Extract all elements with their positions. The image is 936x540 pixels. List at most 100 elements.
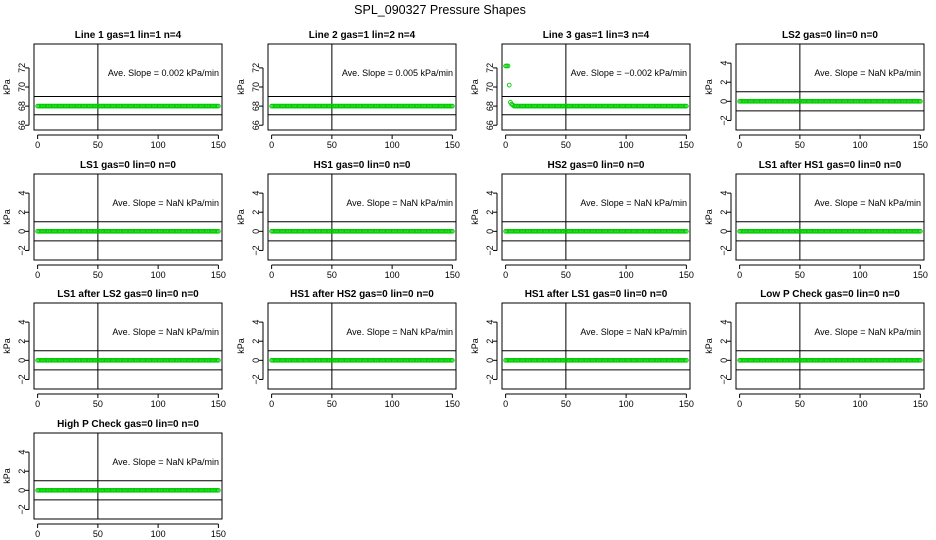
- y-tick-label: 0: [17, 358, 27, 363]
- panel-3: Line 3 gas=1 lin=3 n=4 0 50 100 150 66 68 70 72 k…: [470, 30, 694, 150]
- slope-unit: kPa/min: [184, 457, 219, 467]
- plot-frame: [501, 302, 691, 390]
- x-tick-label: 100: [385, 140, 400, 150]
- x-tick-label: 150: [679, 270, 694, 280]
- y-axis-label: kPa: [2, 338, 12, 354]
- y-axis-label: kPa: [470, 338, 480, 354]
- x-tick-label: 0: [35, 140, 40, 150]
- slope-value: NaN: [163, 457, 184, 467]
- slope-prefix: Ave. Slope =: [580, 198, 631, 208]
- y-tick-label: 2: [251, 339, 261, 344]
- slope-value: NaN: [631, 327, 652, 337]
- x-tick-label: 100: [853, 270, 868, 280]
- slope-unit: kPa/min: [418, 68, 453, 78]
- y-tick-label: 68: [485, 101, 495, 111]
- y-tick-label: −2: [251, 245, 261, 255]
- data-point: [918, 98, 923, 104]
- x-tick-label: 100: [151, 140, 166, 150]
- panel-13: High P Check gas=0 lin=0 n=0 0 50 100 150 −2 0…: [2, 419, 226, 539]
- slope-annotation: Ave. Slope = NaN kPa/min: [112, 457, 219, 467]
- x-tick-label: 0: [503, 399, 508, 409]
- panel-title: LS1 gas=0 lin=0 n=0: [80, 160, 176, 171]
- panel-title: LS1 after HS1 gas=0 lin=0 n=0: [759, 160, 902, 171]
- slope-unit: kPa/min: [418, 198, 453, 208]
- slope-annotation: Ave. Slope = NaN kPa/min: [112, 327, 219, 337]
- slope-annotation: Ave. Slope = NaN kPa/min: [346, 198, 453, 208]
- data-point: [216, 357, 221, 363]
- y-tick-label: 4: [485, 191, 495, 196]
- y-tick-label: 2: [17, 339, 27, 344]
- plot-frame: [501, 173, 691, 261]
- y-tick-label: 70: [17, 82, 27, 92]
- y-tick-label: −2: [251, 374, 261, 384]
- x-tick-label: 150: [211, 529, 226, 539]
- slope-value: NaN: [163, 327, 184, 337]
- y-tick-label: 0: [719, 229, 729, 234]
- x-tick-label: 150: [913, 270, 928, 280]
- y-tick-label: 4: [17, 450, 27, 455]
- y-tick-label: 4: [719, 61, 729, 66]
- slope-unit: kPa/min: [184, 327, 219, 337]
- x-tick-label: 0: [269, 270, 274, 280]
- y-tick-label: 2: [485, 210, 495, 215]
- x-tick-label: 150: [445, 140, 460, 150]
- x-tick-label: 100: [619, 270, 634, 280]
- data-point: [216, 103, 221, 109]
- y-axis-label: kPa: [470, 209, 480, 225]
- y-tick-label: 70: [251, 82, 261, 92]
- x-tick-label: 150: [913, 399, 928, 409]
- panel-grid: Line 1 gas=1 lin=1 n=4 0 50 100 150 66 68 70 72 k…: [2, 30, 928, 539]
- panel-12: Low P Check gas=0 lin=0 n=0 0 50 100 150 −2 0 2…: [704, 289, 928, 409]
- y-tick-label: −2: [719, 115, 729, 125]
- panel-7: HS2 gas=0 lin=0 n=0 0 50 100 150 −2 0 2 4 kPa Ave.…: [470, 160, 694, 280]
- x-tick-label: 150: [445, 270, 460, 280]
- x-tick-label: 0: [269, 399, 274, 409]
- slope-annotation: Ave. Slope = NaN kPa/min: [580, 198, 687, 208]
- y-tick-label: 0: [251, 229, 261, 234]
- slope-unit: kPa/min: [418, 327, 453, 337]
- panel-5: LS1 gas=0 lin=0 n=0 0 50 100 150 −2 0 2 4 kPa Ave.…: [2, 160, 226, 280]
- x-tick-label: 50: [561, 399, 571, 409]
- y-tick-label: 72: [251, 63, 261, 73]
- y-axis-label: kPa: [236, 209, 246, 225]
- x-tick-label: 0: [35, 270, 40, 280]
- y-tick-label: 2: [719, 210, 729, 215]
- plot-frame: [735, 43, 925, 131]
- y-axis-label: kPa: [236, 338, 246, 354]
- x-tick-label: 0: [35, 529, 40, 539]
- slope-value: NaN: [865, 68, 886, 78]
- panel-title: HS1 gas=0 lin=0 n=0: [314, 160, 411, 171]
- x-tick-label: 0: [503, 270, 508, 280]
- slope-value: 0.005: [393, 68, 418, 78]
- slope-annotation: Ave. Slope = 0.002 kPa/min: [108, 68, 219, 78]
- y-axis-label: kPa: [470, 79, 480, 95]
- panel-title: Line 1 gas=1 lin=1 n=4: [75, 30, 182, 41]
- y-tick-label: −2: [17, 504, 27, 514]
- slope-annotation: Ave. Slope = −0.002 kPa/min: [571, 68, 687, 78]
- slope-prefix: Ave. Slope =: [342, 68, 393, 78]
- slope-annotation: Ave. Slope = NaN kPa/min: [814, 198, 921, 208]
- y-tick-label: 68: [251, 101, 261, 111]
- slope-annotation: Ave. Slope = NaN kPa/min: [112, 198, 219, 208]
- panel-1: Line 1 gas=1 lin=1 n=4 0 50 100 150 66 68 70 72 k…: [2, 30, 226, 150]
- panel-8: LS1 after HS1 gas=0 lin=0 n=0 0 50 100 150 −2…: [704, 160, 928, 280]
- data-point: [216, 228, 221, 234]
- slope-value: NaN: [397, 198, 418, 208]
- panel-title: LS1 after LS2 gas=0 lin=0 n=0: [57, 289, 199, 300]
- y-tick-label: 4: [251, 191, 261, 196]
- slope-annotation: Ave. Slope = 0.005 kPa/min: [342, 68, 453, 78]
- data-point: [216, 487, 221, 493]
- y-tick-label: 66: [17, 120, 27, 130]
- panel-title: HS2 gas=0 lin=0 n=0: [548, 160, 645, 171]
- x-tick-label: 0: [737, 270, 742, 280]
- y-tick-label: −2: [719, 374, 729, 384]
- y-tick-label: −2: [485, 374, 495, 384]
- x-tick-label: 50: [561, 270, 571, 280]
- panel-4: LS2 gas=0 lin=0 n=0 0 50 100 150 −2 0 2 4 kPa Ave.…: [704, 30, 928, 150]
- x-tick-label: 50: [327, 140, 337, 150]
- x-tick-label: 150: [211, 399, 226, 409]
- x-tick-label: 50: [93, 270, 103, 280]
- y-axis-label: kPa: [2, 79, 12, 95]
- data-point: [684, 357, 689, 363]
